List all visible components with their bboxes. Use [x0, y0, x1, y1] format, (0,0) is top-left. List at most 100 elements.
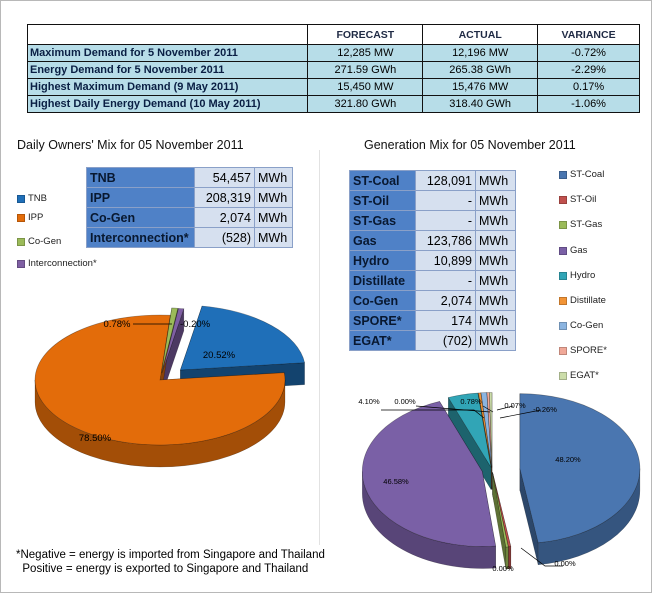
summary-header-row: FORECAST ACTUAL VARIANCE: [26, 24, 640, 45]
data-label-leader-spore: [496, 405, 514, 411]
pie-slice-st-coal: [519, 393, 641, 544]
data-label-st-gas: 0.00%: [492, 564, 514, 573]
mix-unit: MWh: [254, 167, 293, 188]
generation-mix-table: ST-Coal 128,091 MWh ST-Oil - MWh ST-Gas - MWh …: [349, 170, 516, 351]
table-row: Highest Daily Energy Demand (10 May 2011…: [26, 95, 640, 113]
legend-item: Interconnection*: [17, 258, 97, 269]
row-variance: 0.17%: [537, 78, 640, 96]
pie-slice-st-gas: [492, 472, 509, 548]
data-label-hydro: 4.10%: [358, 397, 380, 406]
legend-swatch: [559, 296, 567, 305]
data-label-distillate: 0.00%: [394, 397, 416, 406]
table-row: Interconnection* (528) MWh: [86, 227, 293, 248]
data-label-leader-hydro: [381, 409, 485, 419]
mix-name: ST-Coal: [349, 170, 416, 191]
row-metric: Energy Demand for 5 November 2011: [26, 61, 309, 79]
mix-name: Distillate: [349, 270, 416, 291]
row-forecast: 15,450 MW: [307, 78, 424, 96]
pie-slice-hydro: [447, 392, 492, 468]
owners-mix-pie: 20.52% 78.50% 0.78% -0.20%: [34, 305, 305, 468]
pie-slice-ipp: [34, 314, 286, 446]
legend-item: Distillate: [559, 295, 606, 306]
mix-name: Co-Gen: [86, 207, 195, 228]
row-actual: 265.38 GWh: [422, 61, 539, 79]
row-variance: -1.06%: [537, 95, 640, 113]
legend-swatch: [559, 346, 567, 355]
mix-unit: MWh: [254, 227, 293, 248]
mix-unit: MWh: [475, 170, 516, 191]
mix-unit: MWh: [475, 330, 516, 351]
header-blank: [26, 24, 309, 45]
pie-slice-st-oil: [492, 472, 512, 548]
table-row: Energy Demand for 5 November 2011 271.59…: [26, 61, 640, 79]
legend-swatch: [17, 259, 25, 268]
pie-slice-side-st-gas: [492, 472, 507, 570]
legend-label: Interconnection*: [28, 258, 97, 269]
mix-value: 123,786: [415, 230, 476, 251]
legend-label: ST-Oil: [570, 194, 597, 205]
mix-unit: MWh: [475, 310, 516, 331]
legend-item: Co-Gen: [17, 236, 61, 247]
legend-item: Gas: [559, 245, 587, 256]
data-label-interconnection: -0.20%: [180, 319, 211, 330]
mix-unit: MWh: [475, 230, 516, 251]
table-row: Co-Gen 2,074 MWh: [349, 290, 516, 311]
legend-label: ST-Coal: [570, 169, 605, 180]
row-actual: 318.40 GWh: [422, 95, 539, 113]
generation-mix-title: Generation Mix for 05 November 2011: [364, 138, 576, 152]
legend-label: SPORE*: [570, 345, 607, 356]
mix-unit: MWh: [475, 190, 516, 211]
demand-summary-table: FORECAST ACTUAL VARIANCE Maximum Demand …: [26, 24, 640, 113]
mix-name: ST-Gas: [349, 210, 416, 231]
legend-swatch: [17, 213, 25, 222]
data-label-co-gen: 0.78%: [460, 397, 482, 406]
legend-swatch: [17, 237, 25, 246]
legend-swatch: [559, 170, 567, 179]
row-actual: 15,476 MW: [422, 78, 539, 96]
mix-unit: MWh: [475, 210, 516, 231]
row-forecast: 321.80 GWh: [307, 95, 424, 113]
legend-item: TNB: [17, 193, 47, 204]
pie-slice-gas: [361, 401, 496, 547]
legend-label: Gas: [570, 245, 588, 256]
pie-slice-co-gen: [161, 307, 179, 373]
legend-item: Co-Gen: [559, 320, 603, 331]
table-row: Hydro 10,899 MWh: [349, 250, 516, 271]
mix-value: (528): [194, 227, 255, 248]
legend-swatch: [559, 220, 567, 229]
mix-name: Gas: [349, 230, 416, 251]
pie-slice-spore: [486, 392, 493, 468]
table-row: IPP 208,319 MWh: [86, 187, 293, 208]
table-row: ST-Gas - MWh: [349, 210, 516, 231]
legend-item: EGAT*: [559, 370, 599, 381]
legend-item: ST-Coal: [559, 169, 604, 180]
mix-value: (702): [415, 330, 476, 351]
mix-name: Hydro: [349, 250, 416, 271]
legend-swatch: [559, 271, 567, 280]
legend-swatch: [559, 246, 567, 255]
mix-unit: MWh: [475, 290, 516, 311]
panel-divider: [319, 150, 320, 545]
data-label-co-gen: 0.78%: [104, 319, 131, 330]
footnote-positive: Positive = energy is exported to Singapo…: [16, 563, 309, 575]
row-actual: 12,196 MW: [422, 44, 539, 62]
mix-value: 208,319: [194, 187, 255, 208]
footnote-negative: *Negative = energy is imported from Sing…: [16, 549, 325, 561]
data-label-leader-st-oil: [520, 547, 563, 567]
data-label-leader-distillate: [415, 405, 491, 413]
data-label-spore: 0.07%: [504, 401, 526, 410]
legend-label: EGAT*: [570, 370, 599, 381]
generation-mix-pie: 48.20% 0.00% 0.00% 46.58% 4.10% 0.00% 0.78% 0.0…: [358, 392, 641, 573]
pie-slice-tnb: [179, 305, 305, 371]
mix-value: 2,074: [415, 290, 476, 311]
data-label-st-coal: 48.20%: [555, 455, 581, 464]
table-row: EGAT* (702) MWh: [349, 330, 516, 351]
table-row: Co-Gen 2,074 MWh: [86, 207, 293, 228]
table-row: Maximum Demand for 5 November 2011 12,28…: [26, 44, 640, 62]
legend-label: TNB: [28, 193, 47, 204]
data-label-gas: 46.58%: [383, 477, 409, 486]
header-actual: ACTUAL: [422, 24, 539, 45]
table-row: Highest Maximum Demand (9 May 2011) 15,4…: [26, 78, 640, 96]
legend-label: Co-Gen: [570, 320, 604, 331]
